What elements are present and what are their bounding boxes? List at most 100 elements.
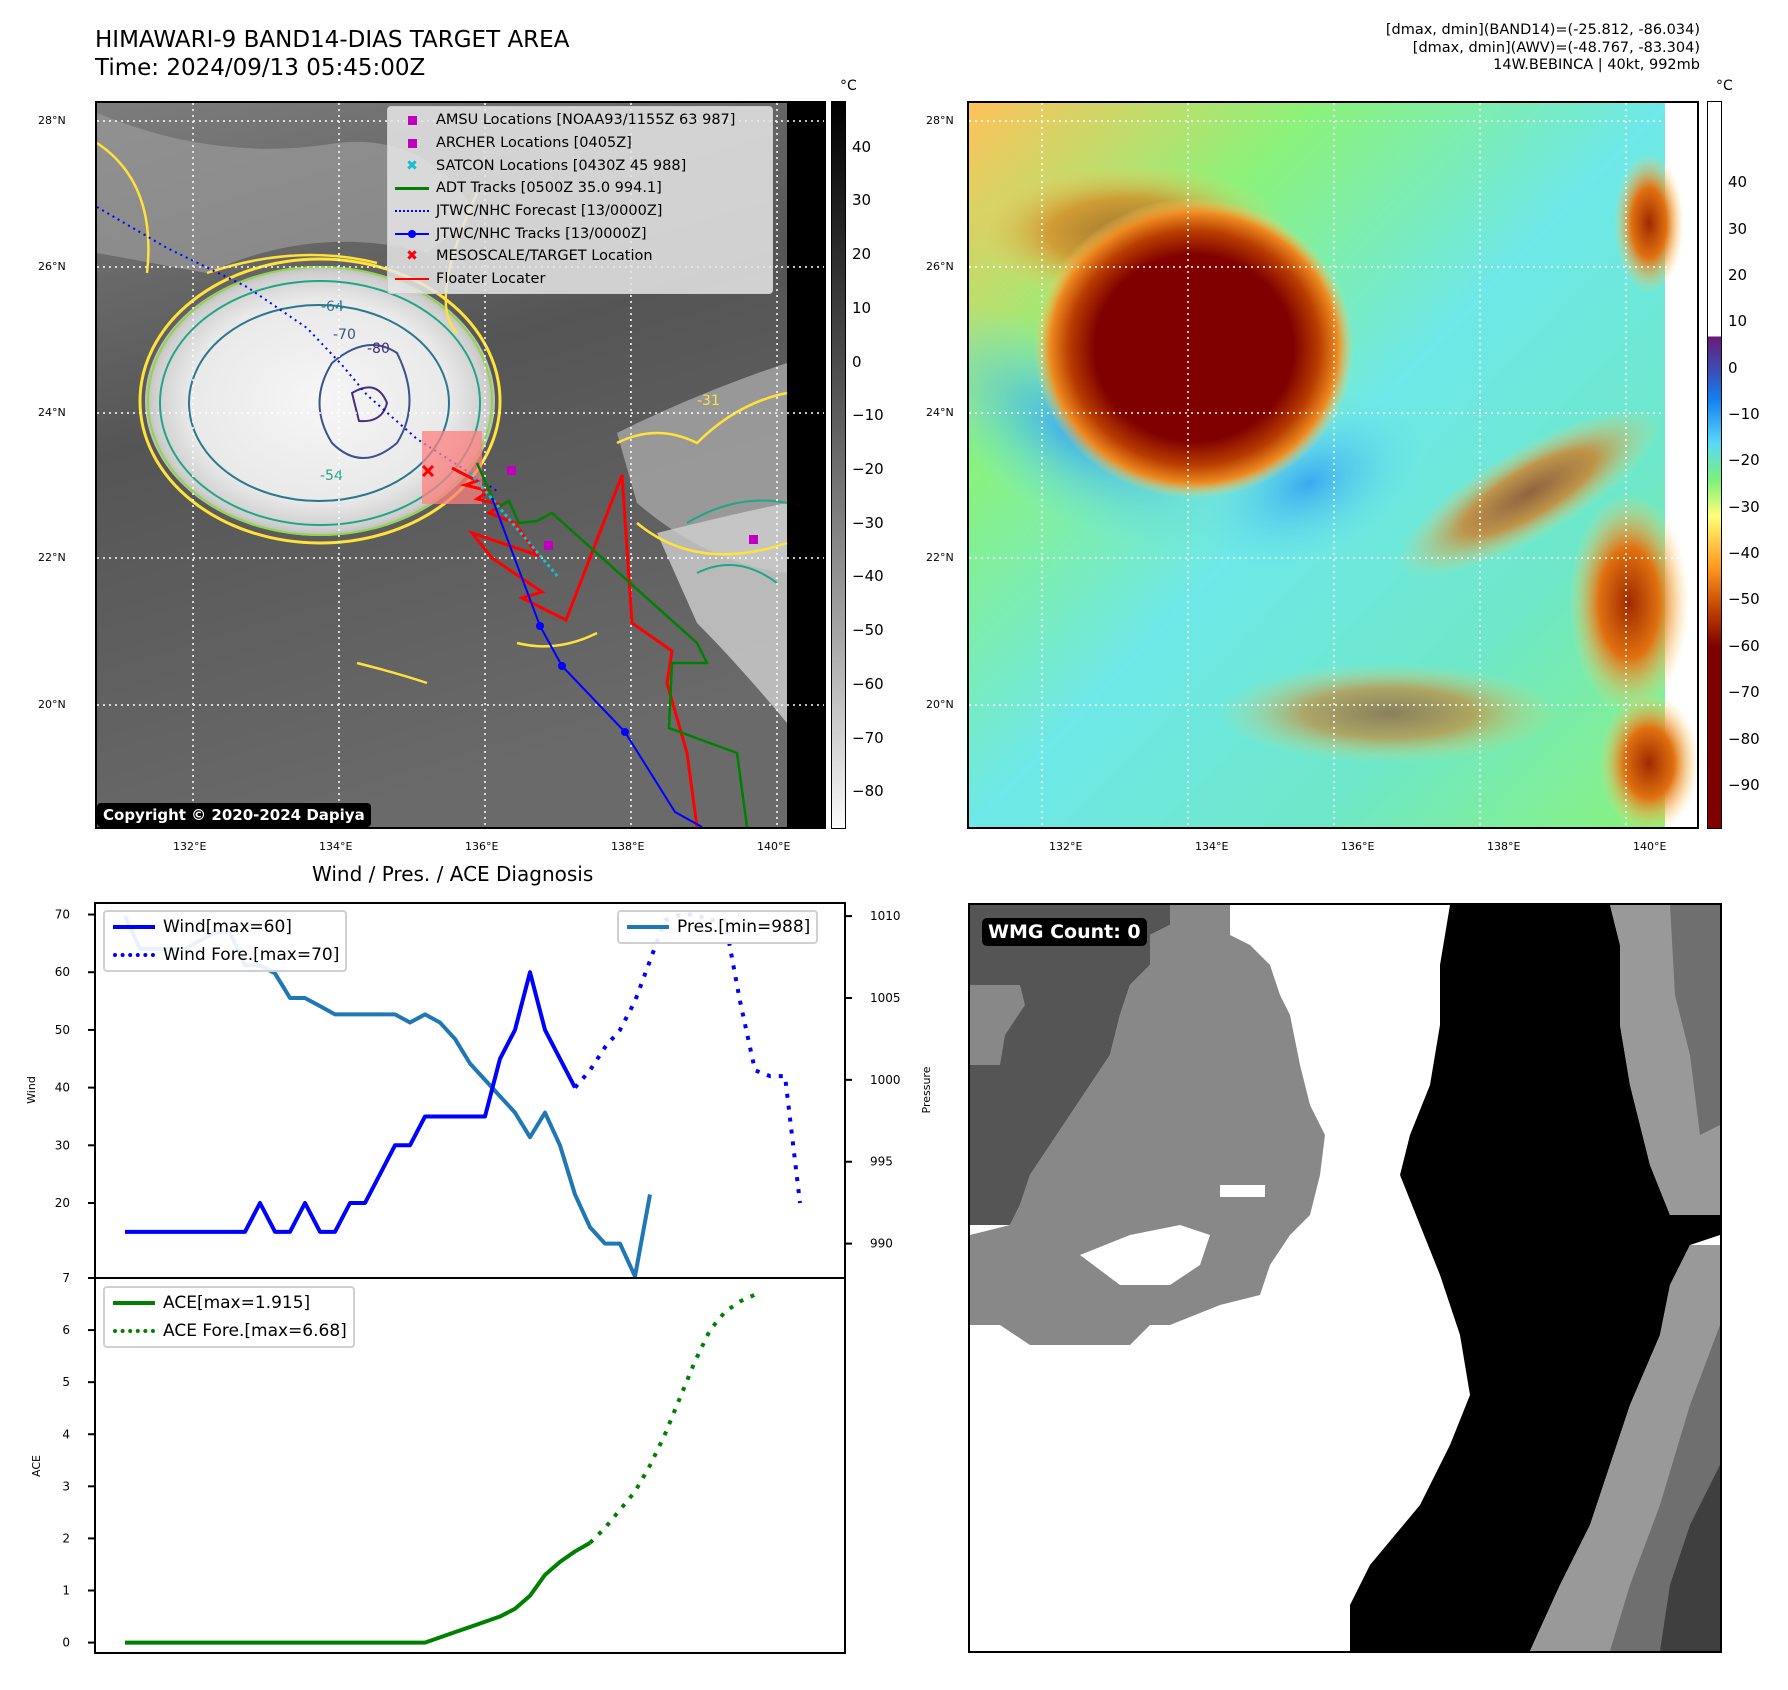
wind-tick: 7: [62, 1271, 70, 1285]
right-lat-tick-26: 26°N: [926, 260, 954, 273]
colorbar-tick: 30: [1728, 219, 1748, 238]
wind-line: [125, 970, 577, 1234]
legend-item-adt: ADT Tracks [0500Z 35.0 994.1]: [388, 177, 772, 200]
legend-label: ADT Tracks [0500Z 35.0 994.1]: [436, 180, 662, 197]
storm-info: 14W.BEBINCA | 40kt, 992mb: [1493, 57, 1700, 73]
wmg-panel: WMG Count: 0: [968, 903, 1722, 1653]
right-colorbar-ticks: 40 30 20 10 0 −10 −20 −30 −40 −50 −60 −70 −80 −90: [1728, 101, 1783, 829]
ace-tick: 1: [62, 1584, 70, 1598]
right-lon-tick-138: 138°E: [1487, 840, 1521, 853]
cloud-band-southeast: [657, 503, 787, 723]
right-lat-tick-22: 22°N: [926, 551, 954, 564]
lon-tick-132: 132°E: [173, 840, 207, 853]
contour-south: [356, 631, 598, 685]
colorbar-tick: −30: [1728, 497, 1760, 516]
ace-tick: 0: [62, 1636, 70, 1650]
colorbar-tick: −90: [1728, 775, 1760, 794]
contour-neg70: [318, 344, 411, 459]
colorbar-tick: 10: [852, 298, 872, 317]
wind-tick: 50: [55, 1023, 70, 1037]
lat-tick-22: 22°N: [38, 551, 66, 564]
mesoscale-target-marker: [421, 464, 435, 478]
right-lon-tick-132: 132°E: [1049, 840, 1083, 853]
colorbar-tick: −80: [1728, 729, 1760, 748]
x-marker-icon: ✖: [406, 157, 418, 174]
legend-label: ACE[max=1.915]: [163, 1293, 311, 1313]
legend-label: Floater Locater: [436, 271, 546, 288]
cloud-band-north: [97, 113, 477, 273]
rainband: [1397, 408, 1661, 578]
colorbar-tick: −40: [852, 567, 884, 586]
contour-label-70: -70: [333, 327, 356, 343]
lon-tick-138: 138°E: [611, 840, 645, 853]
copyright-badge: Copyright © 2020-2024 Dapiya: [97, 803, 371, 827]
legend-label: ARCHER Locations [0405Z]: [436, 135, 632, 152]
pressure-legend: Pres.[min=988]: [617, 910, 819, 944]
ace-tick: 5: [62, 1375, 70, 1389]
legend-label: Wind[max=60]: [163, 917, 292, 937]
legend-label: SATCON Locations [0430Z 45 988]: [436, 157, 687, 174]
awv-map-canvas: [969, 103, 1697, 827]
contour-label-31: -31: [697, 393, 720, 409]
rainband: [1599, 693, 1697, 827]
right-lon-tick-134: 134°E: [1195, 840, 1229, 853]
legend-label: Pres.[min=988]: [677, 917, 811, 937]
legend-item-ace: ACE[max=1.915]: [105, 1289, 347, 1317]
wmg-gap: [1080, 1225, 1210, 1285]
no-data-strip: [787, 103, 824, 827]
map-legend: AMSU Locations [NOAA93/1155Z 63 987] ARC…: [387, 106, 773, 294]
x-marker-icon: ✖: [406, 248, 418, 265]
legend-label: Wind Fore.[max=70]: [163, 945, 340, 965]
cold-core: [1034, 198, 1354, 498]
wmg-region-darkest: [1660, 1465, 1720, 1651]
ace-axis-label: ACE: [30, 1455, 43, 1477]
right-lat-tick-20: 20°N: [926, 698, 954, 711]
pressure-tick: 1005: [870, 991, 901, 1005]
dotted-line-icon: [105, 953, 163, 957]
wmg-gap: [1220, 1185, 1265, 1197]
colorbar-tick: −80: [852, 782, 884, 801]
colorbar-tick: 20: [852, 245, 872, 264]
lat-tick-24: 24°N: [38, 406, 66, 419]
stats-block: [dmax, dmin](BAND14)=(-25.812, -86.034) …: [1386, 22, 1700, 75]
wmg-region-gray: [1670, 905, 1720, 1135]
ace-legend: ACE[max=1.915] ACE Fore.[max=6.68]: [103, 1286, 355, 1348]
pressure-axis-label: Pressure: [920, 1066, 933, 1113]
legend-item-amsu: AMSU Locations [NOAA93/1155Z 63 987]: [388, 109, 772, 132]
colorbar-tick: 0: [852, 352, 862, 371]
title-line-2: Time: 2024/09/13 05:45:00Z: [95, 55, 426, 81]
colorbar-tick: −60: [1728, 636, 1760, 655]
legend-item-archer: ARCHER Locations [0405Z]: [388, 132, 772, 155]
lat-tick-20: 20°N: [38, 698, 66, 711]
legend-item-pressure: Pres.[min=988]: [619, 913, 810, 941]
left-colorbar-unit: °C: [840, 78, 857, 94]
wind-tick: 20: [55, 1196, 70, 1210]
rainband: [1614, 153, 1684, 293]
colorbar-tick: 40: [1728, 173, 1748, 192]
ace-tick: 4: [62, 1427, 70, 1441]
colorbar-tick: 0: [1728, 358, 1738, 377]
wind-tick: 40: [55, 1081, 70, 1095]
legend-item-wind-forecast: Wind Fore.[max=70]: [105, 941, 339, 969]
legend-item-mesoscale: ✖ MESOSCALE/TARGET Location: [388, 245, 772, 268]
right-lon-tick-136: 136°E: [1341, 840, 1375, 853]
jtwc-track: [491, 497, 703, 827]
legend-item-jtwc-forecast: JTWC/NHC Forecast [13/0000Z]: [388, 200, 772, 223]
colorbar-tick: −50: [852, 621, 884, 640]
colorbar-tick: −40: [1728, 544, 1760, 563]
diagnosis-title: Wind / Pres. / ACE Diagnosis: [312, 862, 594, 886]
contour-east: [616, 391, 788, 556]
line-dot-icon: [388, 229, 436, 238]
contour-label-54: -54: [320, 468, 343, 484]
dotted-line-icon: [388, 210, 436, 213]
wind-tick: 30: [55, 1138, 70, 1152]
contour-neg80: [350, 386, 389, 423]
wind-axis-label: Wind: [25, 1076, 38, 1104]
solid-line-icon: [388, 277, 436, 281]
legend-item-floater: Floater Locater: [388, 268, 772, 291]
colorbar-tick: 10: [1728, 312, 1748, 331]
wmg-region-mid: [970, 905, 1325, 1345]
solid-line-icon: [619, 925, 677, 929]
square-marker-icon: [388, 138, 436, 148]
legend-label: AMSU Locations [NOAA93/1155Z 63 987]: [436, 112, 736, 129]
